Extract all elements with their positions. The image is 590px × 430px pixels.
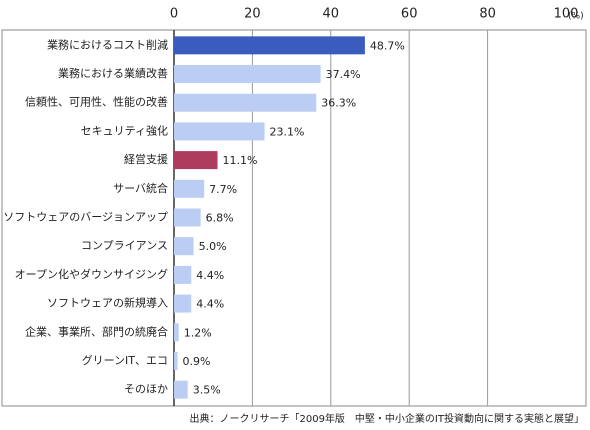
x-tick-label: 0 <box>170 7 178 22</box>
category-label: ソフトウェアの新規導入 <box>47 296 168 310</box>
value-label: 4.4% <box>196 269 224 282</box>
value-label: 5.0% <box>199 240 227 253</box>
bar <box>174 237 194 256</box>
value-label: 23.1% <box>270 125 305 138</box>
bar <box>174 380 188 399</box>
category-label: 業務における業績改善 <box>58 66 168 80</box>
value-label: 6.8% <box>206 212 234 225</box>
bar <box>174 294 192 313</box>
bar <box>174 93 317 112</box>
bar <box>174 208 201 227</box>
value-label: 0.9% <box>183 355 211 368</box>
value-label: 3.5% <box>193 384 221 397</box>
bar <box>174 265 192 284</box>
bar <box>174 351 178 370</box>
category-label: 企業、事業所、部門の統廃合 <box>25 324 168 338</box>
category-label: グリーンIT、エコ <box>82 353 168 367</box>
bar <box>174 36 365 55</box>
bar <box>174 179 205 198</box>
x-tick-label: 80 <box>479 7 496 22</box>
category-label: コンプライアンス <box>81 239 168 252</box>
value-label: 48.7% <box>370 39 405 52</box>
value-label: 36.3% <box>321 97 356 110</box>
category-label: セキュリティ強化 <box>81 123 168 137</box>
bar <box>174 151 218 170</box>
category-label: そのほか <box>124 383 168 396</box>
category-label: オープン化やダウンサイジング <box>15 267 168 281</box>
value-label: 11.1% <box>223 154 258 167</box>
bar <box>174 122 265 141</box>
category-label: サーバ統合 <box>113 181 168 195</box>
value-label: 37.4% <box>326 68 361 81</box>
x-tick-label: 40 <box>323 7 340 22</box>
x-tick-label: 100 <box>554 7 579 22</box>
value-label: 7.7% <box>209 183 237 196</box>
source: 出典：ノークリサーチ「2009年版 中堅・中小企業のIT投資動向に関する実態と展… <box>189 412 584 425</box>
value-label: 4.4% <box>196 298 224 311</box>
x-tick-label: 20 <box>244 7 261 22</box>
frame <box>1 29 587 407</box>
category-label: 業務におけるコスト削減 <box>47 37 168 51</box>
x-unit: (%) <box>568 12 584 22</box>
category-label: 信頼性、可用性、性能の改善 <box>25 95 168 109</box>
category-label: ソフトウェアのバージョンアップ <box>3 211 168 224</box>
x-tick-label: 60 <box>401 7 418 22</box>
category-label: 経営支援 <box>124 152 168 166</box>
value-label: 1.2% <box>184 326 212 339</box>
bar <box>174 323 179 342</box>
bar <box>174 65 321 84</box>
